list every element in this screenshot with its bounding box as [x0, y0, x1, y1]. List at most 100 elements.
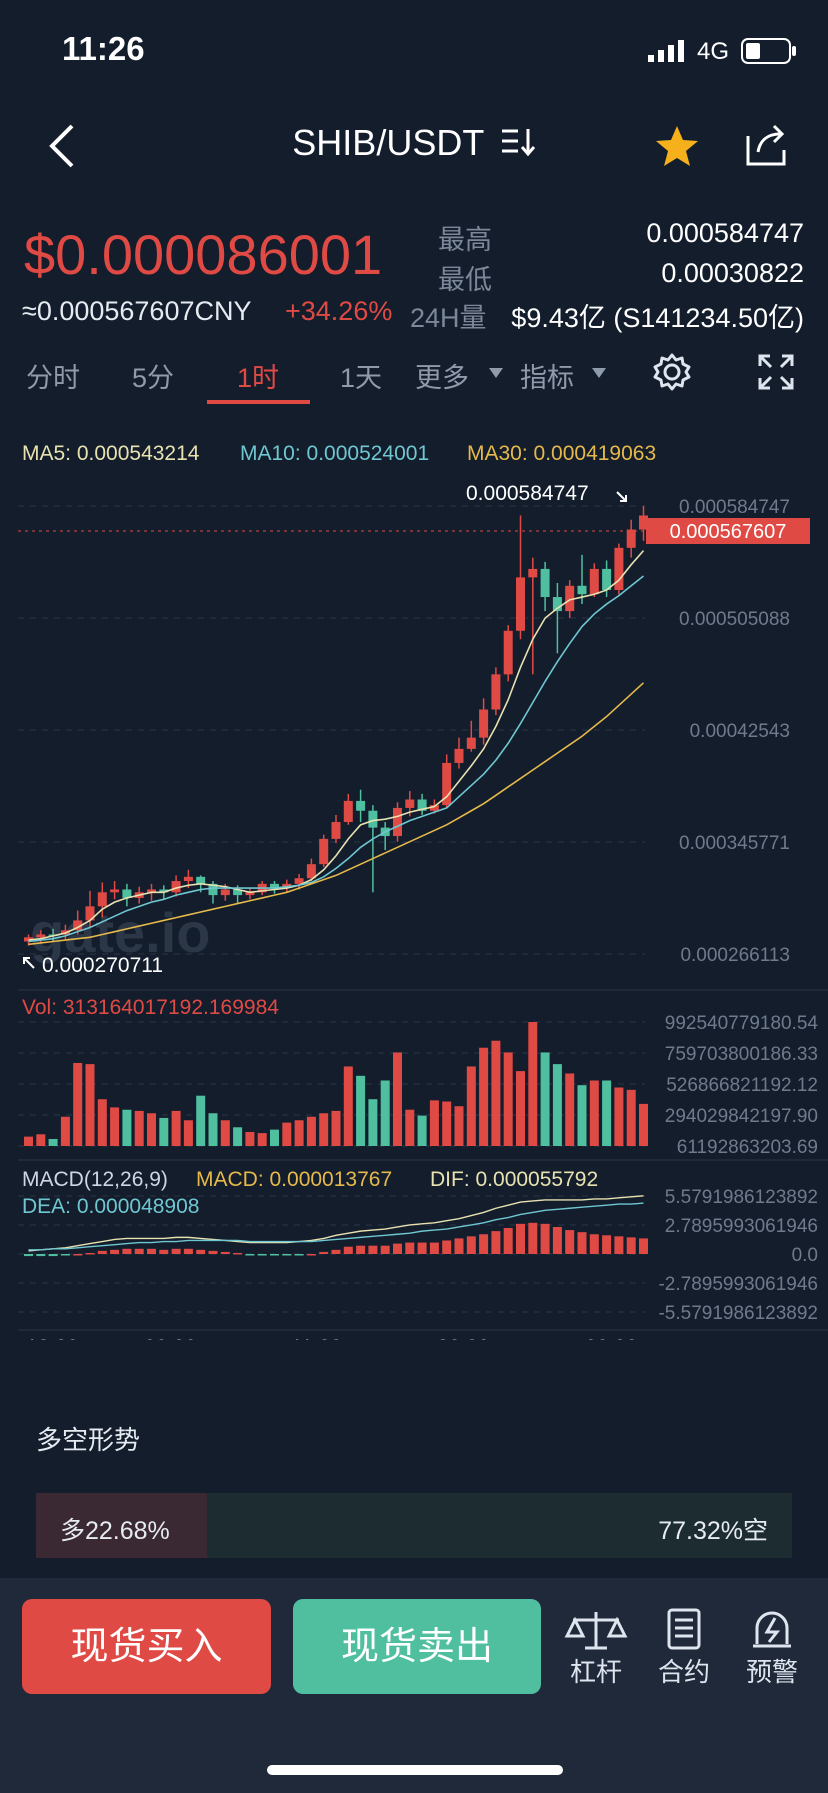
home-indicator[interactable]: [267, 1765, 563, 1775]
macd-hist-bar: [405, 1242, 415, 1254]
macd-hist-bar: [134, 1248, 144, 1254]
candle-body: [122, 889, 132, 898]
volume-bar: [208, 1113, 218, 1146]
macd-hist-bar: [429, 1242, 439, 1254]
candle-body: [405, 799, 415, 808]
candle-body: [97, 892, 107, 907]
volume-bar: [282, 1122, 292, 1146]
candle-body: [147, 889, 156, 893]
volume-bar: [134, 1110, 144, 1146]
volume-bar: [85, 1064, 95, 1146]
pair-title-wrap: SHIB/USDT: [0, 122, 828, 166]
volume-bar: [24, 1136, 33, 1146]
volume-bar: [270, 1129, 279, 1146]
volume-bar: [380, 1080, 390, 1146]
volume-bar: [356, 1075, 366, 1146]
macd-hist-bar: [183, 1248, 193, 1254]
macd-hist-bar: [97, 1250, 107, 1254]
low-marker-arrow-icon: [23, 957, 35, 969]
price-axis-tick: 0.00042543: [690, 721, 790, 742]
candle-body: [626, 529, 636, 548]
volume-bar: [454, 1106, 464, 1146]
indicators-dropdown-icon[interactable]: [592, 365, 606, 383]
leverage-tool[interactable]: [561, 1608, 631, 1657]
macd-hist-bar: [282, 1254, 292, 1256]
candle-body: [503, 630, 513, 675]
volume-bar: [159, 1117, 169, 1146]
dif-line: [28, 1195, 644, 1252]
volume-bar: [183, 1120, 193, 1146]
volume-bar: [60, 1116, 70, 1146]
volume-bar: [73, 1062, 83, 1146]
cny-price: ≈0.000567607CNY: [22, 296, 252, 326]
volume-axis-tick: 294029842197.90: [665, 1106, 818, 1127]
candle-body: [294, 878, 304, 884]
volume-bar: [442, 1101, 452, 1146]
pair-title[interactable]: SHIB/USDT: [292, 122, 484, 163]
document-icon: [667, 1608, 701, 1650]
macd-hist-bar: [48, 1254, 58, 1257]
macd-axis-tick: -2.7895993061946: [658, 1274, 818, 1295]
price-axis-tick: 0.000584747: [679, 497, 790, 518]
candle-body: [331, 821, 341, 839]
candle-body: [602, 568, 612, 591]
sentiment-title: 多空形势: [36, 1425, 141, 1455]
current-price-tag: [646, 518, 810, 544]
contract-label[interactable]: 合约: [657, 1657, 710, 1687]
tab-1h[interactable]: 1时: [237, 363, 280, 393]
ma10-label: MA10: 0.000524001: [240, 442, 430, 465]
volume-bar: [36, 1134, 46, 1146]
tab-5m[interactable]: 5分: [132, 363, 175, 393]
settings-gear-icon[interactable]: [652, 352, 692, 397]
volume-bar: [294, 1120, 304, 1146]
macd-hist-bar: [479, 1234, 489, 1254]
high-marker-arrow-icon: [616, 491, 627, 502]
macd-hist-bar: [639, 1238, 648, 1254]
macd-hist-bar: [417, 1242, 427, 1254]
volume-label: Vol: 313164017192.169984: [22, 996, 279, 1019]
volume-bar: [602, 1080, 612, 1146]
macd-hist-bar: [24, 1254, 33, 1257]
macd-hist-bar: [356, 1245, 366, 1254]
more-dropdown-icon[interactable]: [489, 365, 503, 383]
switch-pair-icon[interactable]: [500, 124, 536, 166]
share-icon[interactable]: [742, 122, 790, 173]
volume-bar: [503, 1052, 513, 1146]
candle-body: [577, 585, 587, 595]
tab-1d[interactable]: 1天: [340, 363, 383, 393]
tab-more[interactable]: 更多: [415, 363, 469, 393]
tab-timeline[interactable]: 分时: [26, 363, 80, 393]
candle-body: [516, 577, 525, 631]
high-value: 0.000584747: [646, 218, 804, 248]
back-icon[interactable]: [44, 122, 80, 175]
spot-buy-button[interactable]: 现货买入: [22, 1599, 271, 1694]
candle-body: [442, 762, 452, 806]
candle-body: [528, 568, 538, 578]
contract-tool[interactable]: [649, 1608, 719, 1657]
signal-icon: [648, 40, 688, 67]
favorite-star-icon[interactable]: [654, 124, 700, 173]
time-axis-tick: 09:00: [585, 1336, 638, 1340]
spot-sell-button[interactable]: 现货卖出: [293, 1599, 541, 1694]
fullscreen-icon[interactable]: [758, 354, 794, 395]
macd-hist-bar: [442, 1240, 452, 1254]
leverage-label[interactable]: 杠杆: [569, 1657, 622, 1687]
volume-bar: [368, 1099, 378, 1146]
macd-hist-bar: [491, 1231, 501, 1254]
candle-body: [171, 881, 181, 893]
volume-bar: [589, 1080, 599, 1146]
volume-bar: [331, 1110, 341, 1146]
tab-indicators[interactable]: 指标: [520, 363, 574, 393]
volume-bar: [614, 1087, 624, 1146]
dea-line: [28, 1202, 644, 1251]
macd-hist-bar: [589, 1234, 599, 1254]
volume-bar: [479, 1047, 489, 1146]
alert-label[interactable]: 预警: [745, 1657, 798, 1687]
kline-chart[interactable]: gate.io 0.000584747 0.000505088 0.00042543…: [0, 470, 828, 1340]
alert-tool[interactable]: [737, 1608, 807, 1657]
low-label: 最低: [438, 265, 492, 295]
macd-hist-bar: [270, 1254, 279, 1256]
volume-bar: [196, 1095, 206, 1146]
macd-hist-bar: [331, 1249, 341, 1254]
ma30-label: MA30: 0.000419063: [467, 442, 657, 465]
